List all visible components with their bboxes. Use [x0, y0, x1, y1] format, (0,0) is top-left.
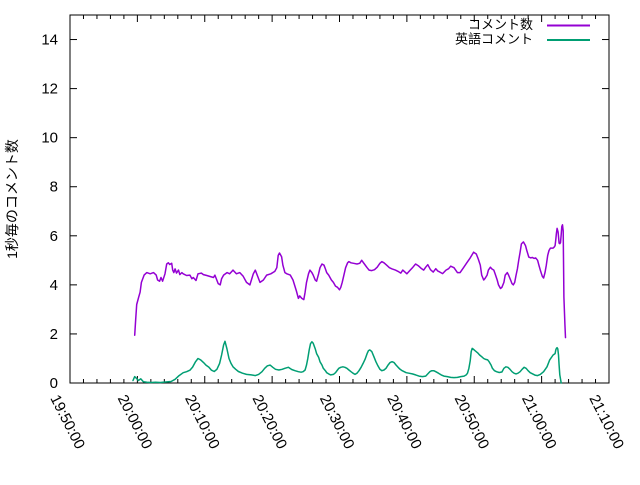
- x-tick-label: 20:20:00: [249, 392, 291, 452]
- legend-label-1: 英語コメント: [455, 32, 533, 47]
- x-tick-label: 20:50:00: [451, 392, 493, 452]
- y-tick-label: 2: [50, 326, 58, 343]
- plot-generated-content: 19:50:00 20:00:00 20:10:00 20:20:00 20:30:00…: [41, 14, 627, 452]
- y-tick-label: 12: [41, 81, 58, 98]
- series-line-0: [133, 224, 567, 339]
- plot-border: [69, 14, 610, 384]
- x-tick-label: 21:00:00: [518, 392, 560, 452]
- x-tick-label: 20:10:00: [181, 392, 223, 452]
- y-tick-label: 6: [50, 228, 58, 245]
- x-tick-label: 20:00:00: [114, 392, 156, 452]
- y-tick-label: 0: [50, 375, 58, 392]
- y-tick-label: 8: [50, 179, 58, 196]
- legend-label-0: コメント数: [468, 17, 533, 32]
- y-tick-label: 14: [41, 32, 58, 49]
- series-line-1: [132, 340, 562, 384]
- y-tick-label: 10: [41, 130, 58, 147]
- y-axis-title: 1秒毎のコメント数: [4, 139, 20, 259]
- y-tick-label: 4: [50, 277, 58, 294]
- x-tick-label: 20:40:00: [383, 392, 425, 452]
- x-tick-label: 19:50:00: [46, 392, 88, 452]
- x-tick-label: 20:30:00: [316, 392, 358, 452]
- x-tick-label: 21:10:00: [585, 392, 627, 452]
